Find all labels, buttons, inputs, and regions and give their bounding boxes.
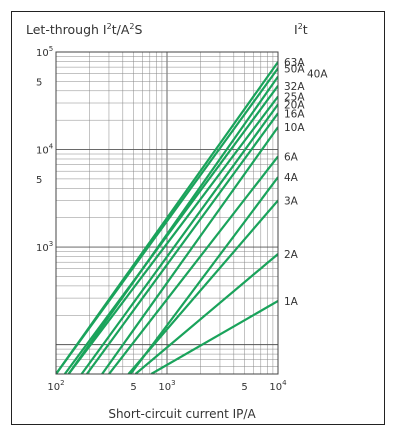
y-tick-label: 5 <box>36 175 42 186</box>
chart-title: Let-through I2t/A2S <box>26 22 142 37</box>
series-line-25A <box>67 95 278 374</box>
series-line-3A <box>127 199 278 374</box>
y-tick-label: 104 <box>36 143 54 157</box>
text-labels: Let-through I2t/A2S I2t Short-circuit cu… <box>26 22 328 421</box>
x-tick-label: 103 <box>158 379 175 393</box>
series-line-20A <box>80 103 278 374</box>
series-label-50A: 50A <box>284 63 305 75</box>
let-through-chart: Let-through I2t/A2S I2t Short-circuit cu… <box>26 22 328 421</box>
y-tick-label: 103 <box>36 240 53 254</box>
x-axis-label: Short-circuit current IP/A <box>108 407 256 421</box>
series-label-6A: 6A <box>284 151 299 163</box>
series-label-10A: 10A <box>284 122 305 134</box>
series-label-25A: 25A <box>284 91 305 103</box>
series-label-4A: 4A <box>284 172 299 184</box>
y-tick-label: 5 <box>36 77 42 88</box>
chart-frame: Let-through I2t/A2S I2t Short-circuit cu… <box>11 11 385 425</box>
series-label-3A: 3A <box>284 196 299 208</box>
series-line-40A <box>67 75 278 374</box>
series-label-1A: 1A <box>284 296 299 308</box>
series-line-2A <box>134 253 278 374</box>
series-label-63A: 63A <box>284 57 305 69</box>
series-label-2A: 2A <box>284 249 299 261</box>
series-lines <box>56 61 278 374</box>
axes <box>55 51 279 375</box>
plot-border <box>55 51 279 375</box>
series-line-1A <box>150 300 278 374</box>
series-line-6A <box>108 155 278 374</box>
series-label-32A: 32A <box>284 81 305 93</box>
series-label-16A: 16A <box>284 108 305 120</box>
series-line-10A <box>101 126 278 374</box>
series-line-50A <box>56 67 278 374</box>
x-tick-label: 104 <box>269 379 287 393</box>
series-label-20A: 20A <box>284 99 305 111</box>
series-line-16A <box>86 112 278 374</box>
x-tick-label: 102 <box>47 379 64 393</box>
series-label-40A: 40A <box>307 69 328 81</box>
x-tick-label: 5 <box>241 382 247 393</box>
series-line-32A <box>63 85 278 374</box>
y-tick-label: 105 <box>36 45 53 59</box>
series-line-4A <box>129 176 278 374</box>
x-tick-label: 5 <box>130 382 136 393</box>
corner-label: I2t <box>294 22 308 37</box>
